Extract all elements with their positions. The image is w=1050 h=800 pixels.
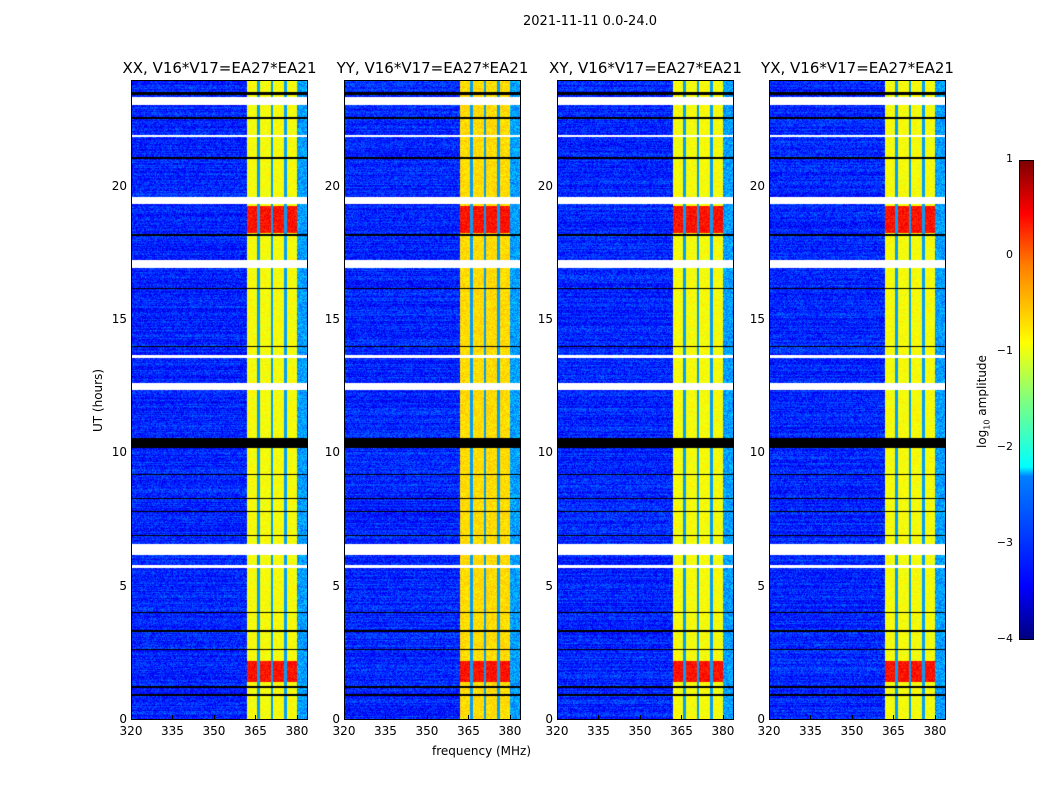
x-tick-mark: [213, 715, 215, 720]
x-tick-label: 380: [498, 724, 522, 738]
y-tick-label: 15: [111, 312, 127, 326]
y-tick-label: 15: [324, 312, 340, 326]
x-tick-mark: [769, 715, 770, 720]
x-tick-mark: [893, 715, 895, 720]
x-tick-mark: [172, 715, 174, 720]
panel-title: XX, V16*V17=EA27*EA21: [122, 59, 317, 77]
x-tick-mark: [722, 715, 724, 720]
x-tick-label: 365: [670, 724, 693, 738]
panel-title: YY, V16*V17=EA27*EA21: [336, 59, 529, 77]
x-tick-mark: [296, 715, 298, 720]
colorbar-tick-label: −3: [996, 536, 1013, 549]
y-tick-label: 10: [324, 445, 340, 460]
x-tick-mark: [344, 715, 345, 720]
x-tick-label: 350: [840, 724, 864, 738]
x-tick-label: 365: [457, 724, 480, 738]
spectrogram-panel: [344, 80, 521, 720]
y-tick-label: 10: [537, 445, 553, 460]
heatmap-image: [345, 81, 520, 719]
y-tick-label: 5: [119, 578, 127, 593]
colorbar-tick-label: 1: [1006, 152, 1013, 165]
y-tick-label: 15: [749, 312, 765, 326]
y-tick-label: 20: [111, 178, 127, 193]
x-tick-label: 365: [882, 724, 905, 738]
panel-title: XY, V16*V17=EA27*EA21: [549, 59, 742, 77]
x-tick-label: 335: [587, 724, 610, 738]
x-tick-mark: [468, 715, 470, 720]
panel-title: YX, V16*V17=EA27*EA21: [761, 59, 954, 77]
y-tick-label: 5: [757, 578, 765, 593]
y-tick-label: 10: [111, 445, 127, 460]
x-tick-label: 350: [628, 724, 652, 738]
y-tick-label: 5: [545, 578, 553, 593]
y-tick-label: 15: [537, 312, 553, 326]
colorbar-label: log10 amplitude: [975, 355, 992, 448]
heatmap-image: [558, 81, 733, 719]
x-tick-label: 320: [545, 724, 569, 738]
x-tick-label: 350: [415, 724, 439, 738]
x-tick-label: 320: [332, 724, 356, 738]
y-tick-label: 0: [545, 712, 553, 726]
x-tick-mark: [810, 715, 812, 720]
spectrogram-panel: [557, 80, 734, 720]
x-tick-label: 335: [161, 724, 184, 738]
colorbar: [1019, 160, 1034, 640]
x-tick-mark: [509, 715, 511, 720]
spectrogram-panel: [131, 80, 308, 720]
x-tick-mark: [426, 715, 428, 720]
y-tick-label: 0: [757, 712, 765, 726]
x-tick-mark: [598, 715, 600, 720]
x-tick-label: 350: [202, 724, 226, 738]
colorbar-tick-label: 0: [1006, 248, 1013, 261]
x-tick-mark: [255, 715, 257, 720]
y-tick-label: 5: [332, 578, 340, 593]
x-tick-mark: [934, 715, 936, 720]
y-tick-label: 20: [324, 178, 340, 193]
figure-suptitle: 2021-11-11 0.0-24.0: [523, 14, 657, 29]
y-tick-label: 20: [537, 178, 553, 193]
x-tick-mark: [681, 715, 683, 720]
x-tick-label: 380: [285, 724, 309, 738]
x-tick-label: 335: [799, 724, 822, 738]
x-tick-mark: [131, 715, 132, 720]
colorbar-tick-label: −2: [996, 440, 1013, 453]
y-tick-label: 10: [749, 445, 765, 460]
x-tick-label: 380: [711, 724, 735, 738]
x-tick-label: 380: [923, 724, 947, 738]
x-tick-mark: [385, 715, 387, 720]
spectrogram-panel: [769, 80, 946, 720]
x-tick-mark: [557, 715, 558, 720]
x-tick-label: 365: [244, 724, 267, 738]
x-tick-label: 320: [757, 724, 781, 738]
y-tick-label: 20: [749, 178, 765, 193]
y-axis-label: UT (hours): [91, 368, 105, 432]
x-tick-label: 320: [119, 724, 143, 738]
heatmap-image: [132, 81, 307, 719]
colorbar-tick-label: −1: [996, 344, 1013, 357]
x-axis-label: frequency (MHz): [432, 744, 532, 758]
x-tick-label: 335: [374, 724, 397, 738]
x-tick-mark: [851, 715, 853, 720]
x-tick-mark: [639, 715, 641, 720]
y-tick-label: 0: [119, 712, 127, 726]
y-tick-label: 0: [332, 712, 340, 726]
heatmap-image: [770, 81, 945, 719]
colorbar-tick-label: −4: [996, 632, 1013, 645]
